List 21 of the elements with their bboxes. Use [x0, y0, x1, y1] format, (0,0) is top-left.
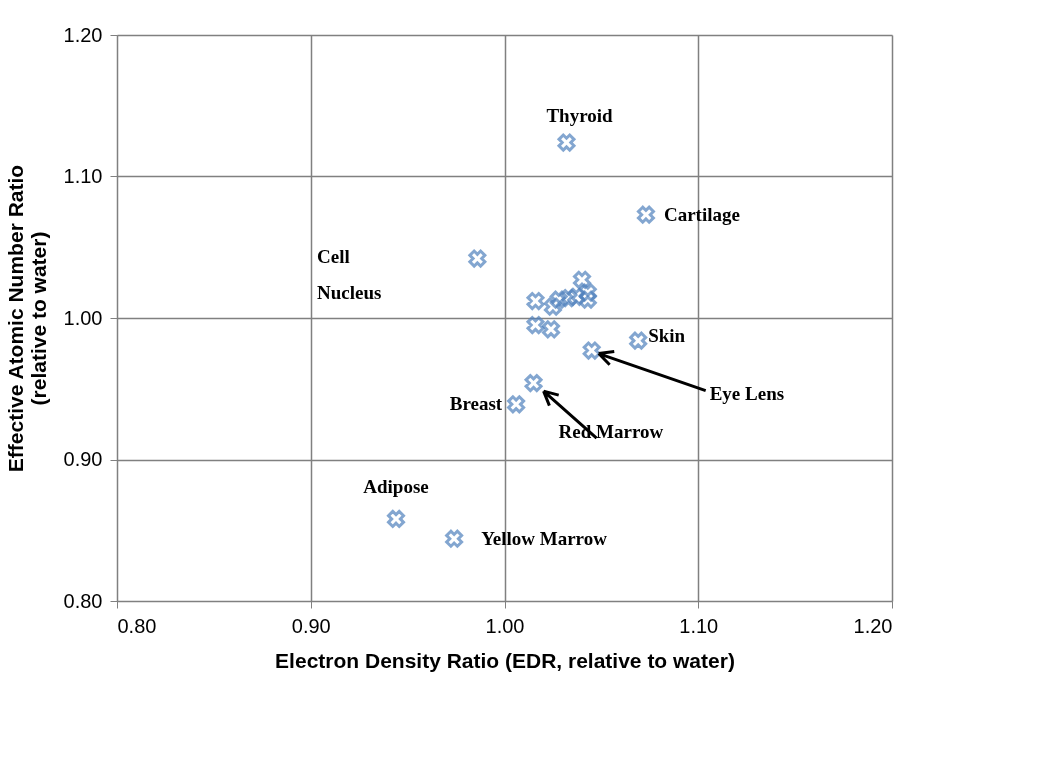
x-tick-label: 0.80 [117, 614, 157, 637]
x-tick-label: 1.20 [853, 614, 893, 637]
y-tick-label: 0.80 [63, 589, 103, 612]
annotation: Adipose [363, 475, 429, 497]
annotation: Cell Nucleus [317, 246, 382, 303]
x-tick-label: 1.10 [679, 614, 719, 637]
annotation: Skin [648, 324, 686, 346]
x-tick-label: 0.90 [291, 614, 331, 637]
y-tick-label: 1.10 [63, 165, 103, 187]
annotation: Breast [449, 393, 503, 415]
y-tick-label: 1.20 [63, 23, 103, 46]
y-tick-label: 1.00 [63, 306, 103, 329]
annotation: Yellow Marrow [481, 527, 608, 549]
y-axis-title: Effective Atomic Number Ratio (relative to water) [3, 164, 50, 473]
y-tick-label: 0.90 [63, 448, 103, 470]
annotation: Cartilage [663, 203, 740, 225]
annotation: Thyroid [546, 104, 614, 126]
x-tick-label: 1.00 [485, 614, 525, 637]
annotation: Eye Lens [709, 382, 785, 404]
annotation: Red Marrow [558, 421, 664, 443]
x-axis-title: Electron Density Ratio (EDR, relative to water) [275, 648, 735, 672]
